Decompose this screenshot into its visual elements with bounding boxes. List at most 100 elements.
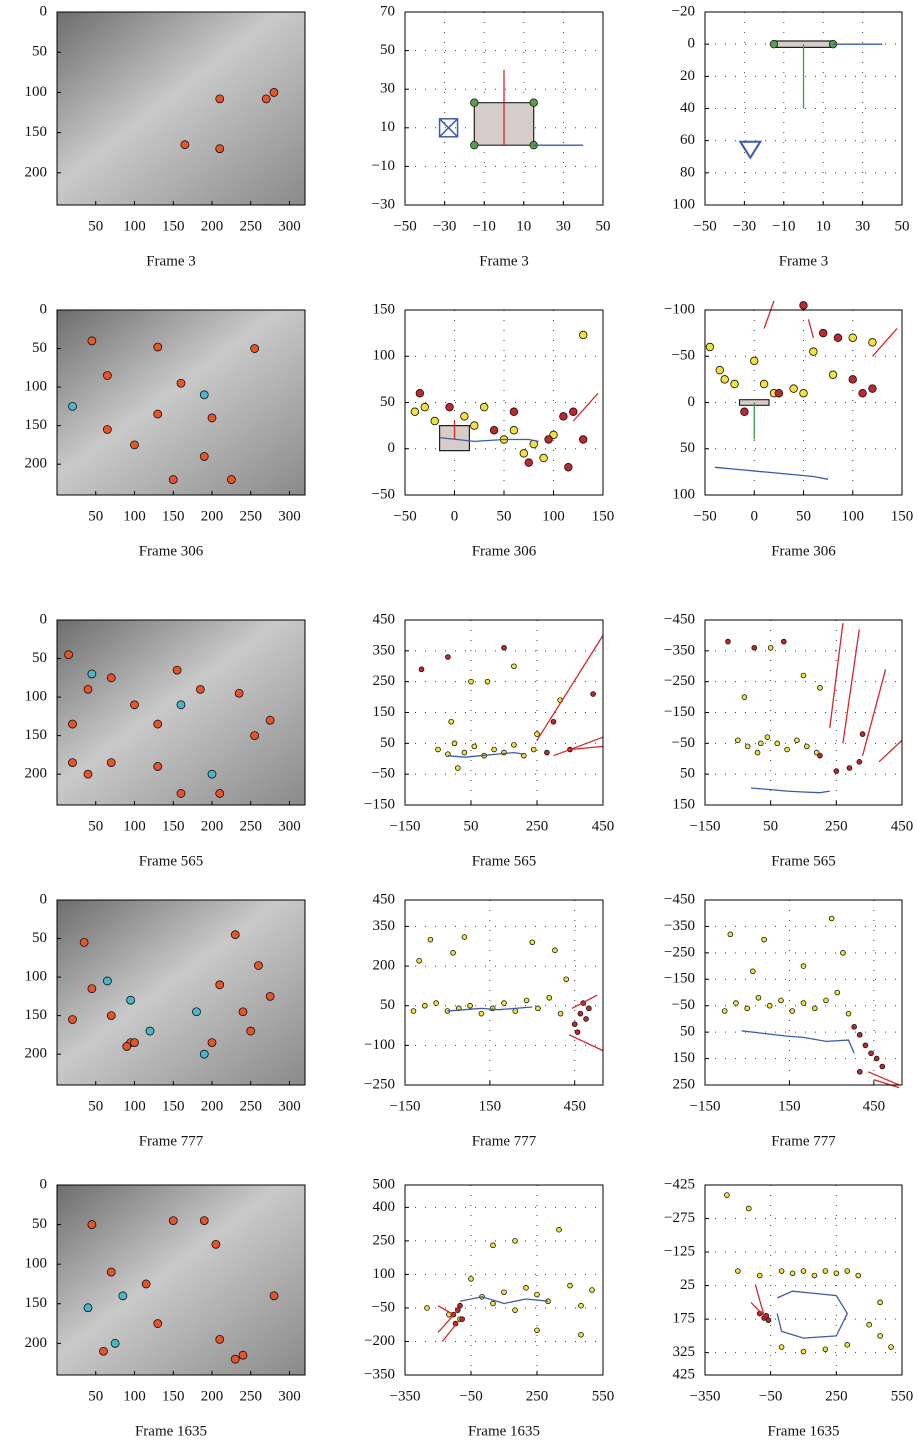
feature-point	[834, 989, 841, 996]
axes-frame	[404, 309, 604, 496]
y-tick-label: 0	[388, 440, 396, 456]
feature-point	[856, 1031, 863, 1038]
feature-point	[238, 1007, 248, 1017]
feature-point	[789, 1270, 796, 1277]
feature-point	[823, 997, 829, 1004]
feature-point	[735, 1268, 741, 1274]
panel: −150 50 250 450 −150 −50 50 150 250 350 450 Frame 5…	[364, 611, 614, 869]
y-tick-label: 50	[32, 1216, 47, 1232]
y-tick-label: 0	[688, 394, 696, 410]
feature-point	[530, 746, 537, 753]
caption: Frame 565	[139, 853, 204, 869]
x-tick-label: 300	[278, 508, 301, 524]
feature-point	[764, 734, 771, 740]
feature-point	[751, 644, 758, 651]
axes-frame	[704, 11, 903, 206]
y-tick-label: 150	[373, 704, 396, 720]
feature-point	[523, 997, 530, 1004]
feature-point	[735, 737, 741, 744]
feature-point	[571, 1021, 578, 1028]
y-tick-label: 100	[25, 379, 48, 395]
y-tick-label: 150	[673, 796, 696, 812]
y-tick-label: −125	[664, 1243, 695, 1259]
y-tick-label: 500	[373, 1176, 396, 1192]
feature-point	[550, 718, 557, 725]
y-tick-label: −350	[664, 642, 695, 658]
x-tick-label: 150	[162, 1388, 185, 1404]
x-tick-label: 450	[891, 818, 914, 834]
x-tick-label: 250	[825, 818, 848, 834]
trajectory	[750, 1284, 767, 1319]
axes-frame	[704, 309, 903, 496]
feature-point	[844, 1268, 851, 1274]
feature-point	[579, 330, 588, 340]
x-tick-label: 250	[240, 508, 263, 524]
feature-point	[207, 1038, 217, 1048]
y-tick-label: 0	[688, 36, 696, 52]
x-tick-label: −10	[472, 218, 495, 234]
feature-point	[215, 94, 225, 104]
feature-point	[774, 389, 784, 398]
y-tick-label: 250	[373, 673, 396, 689]
y-tick-label: 250	[373, 1232, 396, 1248]
x-tick-label: −50	[393, 508, 416, 524]
y-tick-label: 0	[40, 1176, 48, 1192]
feature-point	[534, 731, 540, 737]
panel: 50 100 150 200 250 300 0 50 100 150 200 Frame 565	[25, 611, 306, 869]
feature-point	[254, 961, 263, 970]
x-tick-label: −150	[690, 1098, 721, 1114]
feature-point	[733, 1000, 739, 1006]
feature-point	[176, 789, 186, 798]
feature-point	[715, 365, 724, 375]
feature-point	[153, 719, 163, 729]
feature-point	[730, 379, 739, 389]
panel: −50 0 50 100 150 −100 −50 0 50 100 Frame 306	[664, 300, 913, 559]
feature-point	[855, 1272, 862, 1279]
y-tick-label: −50	[372, 766, 395, 782]
feature-point	[172, 665, 182, 675]
y-tick-label: 50	[380, 42, 395, 58]
feature-point	[416, 957, 422, 964]
y-tick-label: −450	[664, 611, 695, 627]
feature-point	[490, 1300, 496, 1307]
y-tick-label: −50	[372, 1299, 395, 1315]
x-tick-label: 450	[563, 1098, 586, 1114]
feature-point	[761, 936, 767, 943]
x-tick-label: 50	[88, 218, 103, 234]
y-tick-label: 60	[680, 132, 695, 148]
feature-point	[130, 700, 139, 710]
feature-point	[800, 1000, 807, 1006]
feature-point	[199, 390, 209, 400]
y-tick-label: −350	[364, 1366, 395, 1382]
feature-point	[512, 1238, 518, 1244]
caption: Frame 777	[771, 1133, 836, 1149]
feature-point	[68, 758, 77, 768]
feature-point	[794, 737, 800, 744]
feature-point	[822, 1346, 829, 1353]
x-tick-label: 200	[201, 218, 224, 234]
feature-point	[207, 413, 217, 423]
trajectory	[447, 1006, 533, 1012]
x-tick-label: 150	[778, 1098, 801, 1114]
feature-point	[435, 746, 441, 753]
axes-frame	[56, 619, 306, 806]
y-tick-label: 250	[673, 1076, 696, 1092]
feature-point	[534, 1327, 540, 1334]
feature-point	[800, 963, 807, 969]
feature-point	[552, 947, 558, 954]
y-tick-label: 150	[25, 417, 48, 433]
feature-point	[106, 758, 116, 768]
feature-point	[721, 1008, 728, 1014]
feature-point	[755, 994, 762, 1001]
feature-point	[490, 1242, 496, 1249]
y-tick-label: 200	[25, 456, 48, 472]
x-tick-label: 300	[278, 218, 301, 234]
feature-point	[765, 1317, 772, 1324]
feature-point	[68, 401, 77, 411]
feature-point	[873, 1055, 880, 1062]
feature-point	[468, 1276, 474, 1282]
y-tick-label: 150	[673, 1050, 696, 1066]
x-tick-label: 150	[162, 818, 185, 834]
y-tick-label: 100	[25, 1256, 48, 1272]
y-tick-label: −50	[672, 348, 695, 364]
